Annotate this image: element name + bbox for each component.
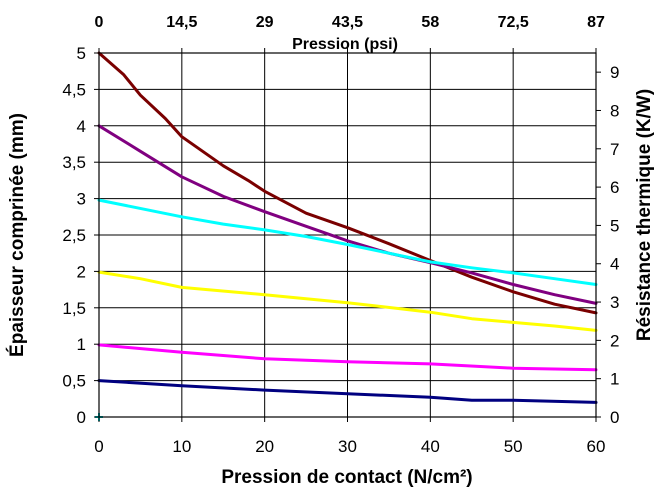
series-group bbox=[95, 51, 598, 421]
y-tick-label: 0,5 bbox=[62, 372, 86, 391]
y-tick-label: 3,5 bbox=[62, 153, 86, 172]
y2-tick-label: 4 bbox=[610, 255, 619, 274]
x2-axis-title: Pression (psi) bbox=[292, 36, 398, 53]
y2-tick-label: 5 bbox=[610, 216, 619, 235]
y2-tick-label: 9 bbox=[610, 63, 619, 82]
series-line-3 bbox=[97, 198, 598, 286]
ticks-group: 0 10 20 30 40 50 600 14,5 29 43,5 58 72,5 8700,511,5… bbox=[62, 14, 619, 456]
x-tick-label: 0 bbox=[94, 437, 103, 456]
x-tick-label: 10 bbox=[172, 437, 191, 456]
y2-tick-label: 8 bbox=[610, 101, 619, 120]
grid bbox=[99, 53, 596, 417]
series-line-4 bbox=[97, 270, 598, 332]
x2-tick-label: 43,5 bbox=[332, 14, 363, 31]
x-tick-label: 30 bbox=[338, 437, 357, 456]
y-tick-label: 2 bbox=[77, 262, 86, 281]
y2-tick-label: 6 bbox=[610, 178, 619, 197]
y-tick-label: 4 bbox=[77, 117, 86, 136]
series-line-2 bbox=[97, 124, 598, 305]
y2-tick-label: 1 bbox=[610, 370, 619, 389]
x2-tick-label: 58 bbox=[421, 14, 439, 31]
x2-tick-label: 72,5 bbox=[498, 14, 529, 31]
x-tick-label: 50 bbox=[504, 437, 523, 456]
y-tick-label: 4,5 bbox=[62, 80, 86, 99]
series-line-5 bbox=[97, 343, 598, 372]
y2-tick-label: 0 bbox=[610, 408, 619, 427]
y-tick-label: 0 bbox=[77, 408, 86, 427]
y-axis-title: Épaisseur comprinée (mm) bbox=[6, 113, 28, 357]
y-tick-label: 5 bbox=[77, 44, 86, 63]
x-tick-label: 40 bbox=[421, 437, 440, 456]
x-axis-title: Pression de contact (N/cm²) bbox=[221, 467, 472, 488]
y-tick-label: 1,5 bbox=[62, 299, 86, 318]
y-tick-label: 1 bbox=[77, 335, 86, 354]
series-line-6 bbox=[97, 379, 598, 404]
y-tick-label: 2,5 bbox=[62, 226, 86, 245]
y2-axis-title: Résistance thermique (K/W) bbox=[634, 89, 655, 341]
x2-tick-label: 0 bbox=[95, 14, 104, 31]
series-line-1 bbox=[97, 51, 598, 315]
y2-tick-label: 3 bbox=[610, 293, 619, 312]
x2-tick-label: 87 bbox=[587, 14, 605, 31]
y2-tick-label: 2 bbox=[610, 331, 619, 350]
y2-tick-label: 7 bbox=[610, 140, 619, 159]
x2-tick-label: 14,5 bbox=[166, 14, 197, 31]
x-tick-label: 20 bbox=[255, 437, 274, 456]
x2-tick-label: 29 bbox=[256, 14, 274, 31]
y-tick-label: 3 bbox=[77, 190, 86, 209]
x-tick-label: 60 bbox=[587, 437, 606, 456]
